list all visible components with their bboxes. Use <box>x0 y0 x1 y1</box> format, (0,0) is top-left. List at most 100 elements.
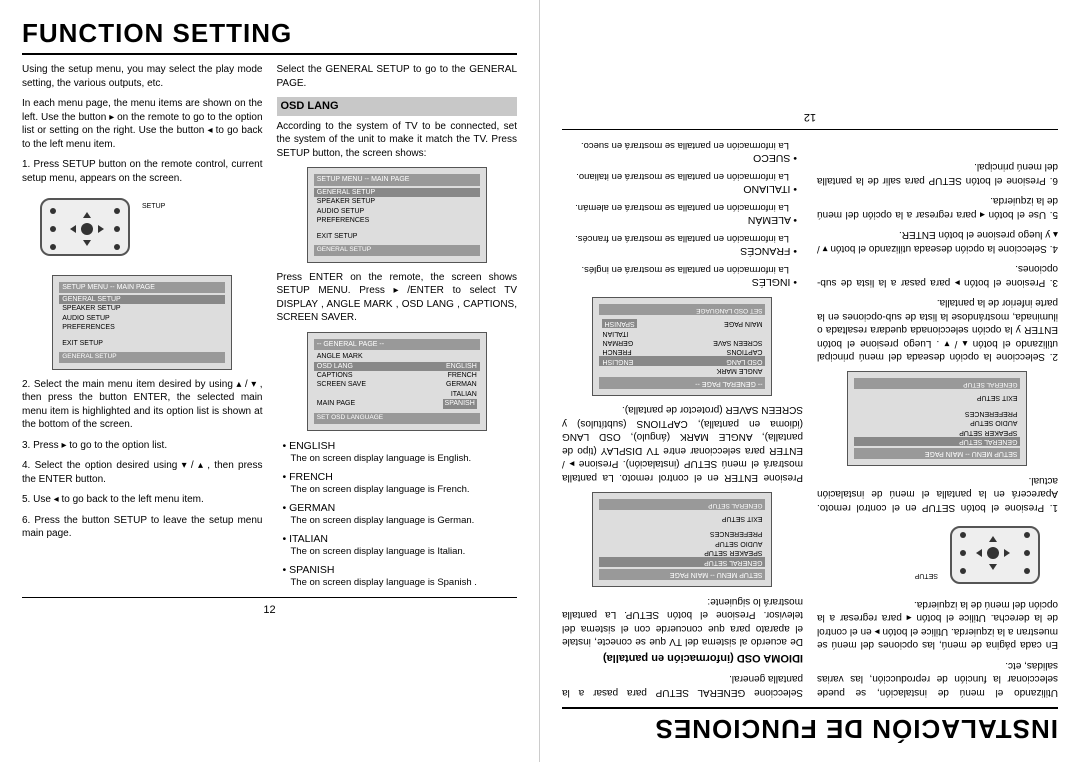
menu-item: EXIT SETUP <box>855 393 1021 402</box>
menu-item: EXIT SETUP <box>600 514 766 523</box>
step-4-text: Select the option desired using ▾ / ▴ , … <box>22 460 263 485</box>
menu-item: OSD LANG <box>726 356 762 365</box>
menu-item: PREFERENCES <box>855 408 1021 417</box>
menu-item: AUDIO SETUP <box>600 538 766 547</box>
step-1: 1. Presione el botón SETUP en el control… <box>817 474 1058 515</box>
bottom-rule <box>22 597 517 598</box>
menu-item: ANGLE MARK <box>717 366 763 375</box>
step-5: 5. Use ◂ to go back to the left menu ite… <box>22 493 263 507</box>
menu-header: SETUP MENU -- MAIN PAGE <box>314 174 480 185</box>
page-title: INSTALACIÓN DE FUNCIONES <box>562 713 1058 744</box>
step-6-text: Press the button SETUP to leave the setu… <box>22 515 263 540</box>
menu-item: SPEAKER SETUP <box>855 427 1021 436</box>
menu-item: MAIN PAGE <box>317 399 355 408</box>
menu-item: AUDIO SETUP <box>59 314 225 323</box>
menu-footer: GENERAL SETUP <box>314 245 480 256</box>
menu-header: SETUP MENU -- MAIN PAGE <box>59 282 225 293</box>
step-6-text: Presione el botón SETUP para salir de la… <box>817 161 1058 186</box>
step-5-text: Use ◂ to go back to the left menu item. <box>33 494 204 505</box>
step-5: 5. Use el botón ◂ para regresar a la opc… <box>817 194 1058 221</box>
title-rule <box>562 707 1058 709</box>
intro-text-2: En cada página de menú, las opciones del… <box>817 598 1058 652</box>
menu-value: GERMAN <box>446 380 477 389</box>
lang-desc: The on screen display language is Italia… <box>291 546 518 559</box>
menu-item: CAPTIONS <box>317 371 353 380</box>
lang-desc: The on screen display language is French… <box>291 484 518 497</box>
menu-item: GENERAL SETUP <box>59 295 225 304</box>
step-4-text: Seleccione la opción deseada utilizando … <box>817 229 1058 254</box>
menu-item: SPEAKER SETUP <box>314 197 480 206</box>
left-col-b: Select the GENERAL SETUP to go to the GE… <box>277 63 518 593</box>
page-number: 12 <box>562 111 1058 123</box>
lang-label: GERMAN <box>283 501 518 515</box>
osd-body-2: Press ENTER on the remote, the screen sh… <box>277 271 518 325</box>
menu-item: GENERAL SETUP <box>855 437 1021 446</box>
step-4: 4. Select the option desired using ▾ / ▴… <box>22 459 263 486</box>
lang-desc: La información en pantalla se mostrará e… <box>562 262 789 275</box>
menu-item: AUDIO SETUP <box>855 418 1021 427</box>
lang-desc: The on screen display language is German… <box>291 515 518 528</box>
menu-item: PREFERENCES <box>600 529 766 538</box>
right-col-a: Utilizando el menú de instalación, se pu… <box>817 134 1058 699</box>
menu-item: OSD LANG <box>317 362 353 371</box>
left-page: FUNCTION SETTING Using the setup menu, y… <box>0 0 540 762</box>
menu-value: FRENCH <box>448 371 477 380</box>
menu-item: PREFERENCES <box>59 323 225 332</box>
language-list: INGLÉSLa información en pantalla se most… <box>562 138 797 289</box>
menu-item: SCREEN SAVE <box>713 338 762 347</box>
menu-footer: GENERAL SETUP <box>855 378 1021 389</box>
intro-text: Utilizando el menú de instalación, se pu… <box>817 659 1058 700</box>
lang-label: SPANISH <box>283 563 518 577</box>
lang-label: SUECO <box>562 151 797 165</box>
step-1-text: Presione el botón SETUP en el control re… <box>817 475 1058 513</box>
setup-label: SETUP <box>142 202 165 211</box>
lang-desc: La información en pantalla se mostrará e… <box>562 231 789 244</box>
menu-item: ANGLE MARK <box>317 352 363 361</box>
lang-label: ITALIANO <box>562 182 797 196</box>
step-5-text: Use el botón ◂ para regresar a la opción… <box>817 195 1058 220</box>
bottom-rule <box>562 129 1058 130</box>
menu-footer: GENERAL SETUP <box>59 352 225 363</box>
step-1: 1. Press SETUP button on the remote cont… <box>22 158 263 185</box>
menu-value: SPANISH <box>443 399 477 408</box>
osd-body-2: Presione ENTER en el control remoto. La … <box>562 403 803 484</box>
lang-label: INGLÉS <box>562 275 797 289</box>
remote-icon <box>40 198 130 256</box>
menu-item: SCREEN SAVE <box>317 380 366 389</box>
lang-label: ENGLISH <box>283 439 518 453</box>
menu-header: SETUP MENU -- MAIN PAGE <box>600 569 766 580</box>
menu-item: PREFERENCES <box>314 216 480 225</box>
right-page: INSTALACIÓN DE FUNCIONES Utilizando el m… <box>540 0 1080 762</box>
step-3-text: Press ▸ to go to the option list. <box>33 440 167 451</box>
menu-item: CAPTIONS <box>727 347 763 356</box>
step-1-text: Press SETUP button on the remote control… <box>22 159 263 184</box>
general-page-screenshot: -- GENERAL PAGE -- ANGLE MARK OSD LANG EN… <box>593 297 773 396</box>
osd-lang-heading: IDIOMA OSD (información en pantalla) <box>562 650 803 665</box>
setup-menu-screenshot: SETUP MENU -- MAIN PAGE GENERAL SETUP SP… <box>52 275 232 370</box>
menu-item: GENERAL SETUP <box>314 188 480 197</box>
menu-value: ITALIAN <box>603 328 629 337</box>
col-b-intro: Seleccione GENERAL SETUP para pasar a la… <box>562 672 803 699</box>
lang-label: FRENCH <box>283 470 518 484</box>
lang-desc: The on screen display language is Spanis… <box>291 577 518 590</box>
right-col-b: Seleccione GENERAL SETUP para pasar a la… <box>562 134 803 699</box>
setup-menu-screenshot-2: SETUP MENU -- MAIN PAGE GENERAL SETUP SP… <box>593 492 773 587</box>
step-3: 3. Press ▸ to go to the option list. <box>22 439 263 453</box>
step-3-text: Presione el botón ▸ para pasar a la list… <box>817 263 1058 288</box>
left-col-a: Using the setup menu, you may select the… <box>22 63 263 593</box>
title-rule <box>22 53 517 55</box>
step-6: 6. Press the button SETUP to leave the s… <box>22 514 263 541</box>
menu-header: -- GENERAL PAGE -- <box>600 377 766 388</box>
intro-text-2: In each menu page, the menu items are sh… <box>22 97 263 151</box>
menu-footer: SET OSD LANGUAGE <box>600 304 766 315</box>
lang-desc: La información en pantalla se mostrará e… <box>562 200 789 213</box>
lang-desc: La información en pantalla se mostrará e… <box>562 169 789 182</box>
step-3: 3. Presione el botón ▸ para pasar a la l… <box>817 262 1058 289</box>
step-6: 6. Presione el botón SETUP para salir de… <box>817 160 1058 187</box>
menu-value: ENGLISH <box>603 356 634 365</box>
osd-body-1: According to the system of TV to be conn… <box>277 120 518 161</box>
menu-item: SPEAKER SETUP <box>59 304 225 313</box>
menu-item: GENERAL SETUP <box>600 557 766 566</box>
page-title: FUNCTION SETTING <box>22 18 517 49</box>
lang-label: FRANCÉS <box>562 244 797 258</box>
